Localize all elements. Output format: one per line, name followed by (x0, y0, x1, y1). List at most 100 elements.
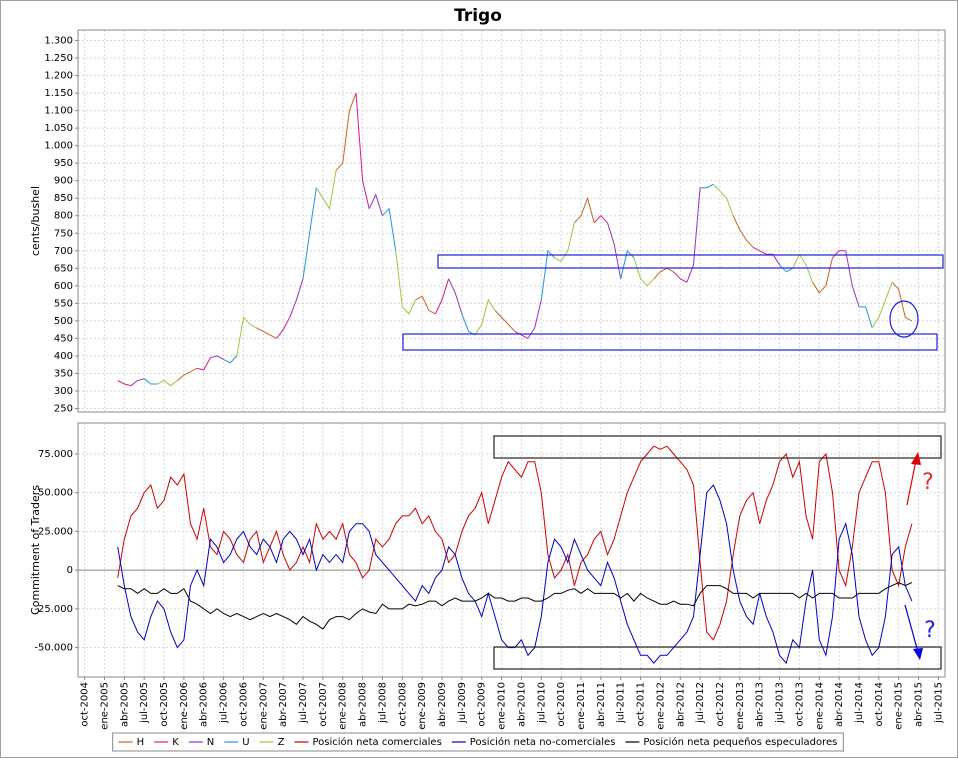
y-tick-label: 250 (54, 403, 73, 414)
x-tick-label: oct-2010 (556, 682, 567, 727)
y-axis-label: cents/bushel (29, 186, 42, 256)
arrow-head (911, 452, 921, 465)
x-tick-label: oct-2004 (80, 682, 91, 727)
x-tick-label: abr-2014 (834, 682, 845, 727)
x-tick-label: ene-2008 (338, 682, 349, 730)
legend-box (112, 732, 844, 752)
x-tick-label: oct-2006 (238, 682, 249, 727)
x-tick-label: ene-2005 (99, 682, 110, 730)
y-tick-label: 1.250 (44, 53, 73, 64)
x-tick-label: oct-2012 (715, 682, 726, 727)
x-tick-label: jul-2015 (933, 682, 944, 724)
x-tick-label: jul-2007 (298, 682, 309, 724)
x-tick-label: abr-2010 (516, 682, 527, 727)
x-tick-label: jul-2014 (854, 682, 865, 724)
x-tick-label: oct-2011 (636, 682, 647, 727)
x-tick-label: jul-2013 (775, 682, 786, 724)
y-tick-label: 600 (54, 281, 73, 292)
y-tick-label: 800 (54, 211, 73, 222)
highlight-box (493, 435, 942, 459)
series-line (157, 170, 893, 387)
y-tick-label: 900 (54, 176, 73, 187)
x-tick-label: ene-2009 (417, 682, 428, 730)
y-tick-label: 300 (54, 386, 73, 397)
y-axis-label: Commitment of Traders (29, 485, 42, 615)
legend-label: K (172, 737, 179, 748)
legend: H K N U Z Posición neta comerciales Posición n… (112, 732, 844, 752)
x-tick-label: abr-2009 (437, 682, 448, 727)
chart-title: Trigo (454, 6, 502, 26)
y-tick-label: 1.000 (44, 141, 73, 152)
legend-label: H (137, 737, 145, 748)
series-line (117, 445, 913, 641)
arrow (904, 604, 919, 653)
y-tick-label: 700 (54, 246, 73, 257)
y-tick-label: 25.000 (38, 526, 73, 537)
y-tick-label: 650 (54, 263, 73, 274)
x-tick-label: abr-2005 (119, 682, 130, 727)
x-tick-label: ene-2011 (576, 682, 587, 730)
x-tick-label: abr-2008 (358, 682, 369, 727)
x-tick-label: jul-2005 (139, 682, 150, 724)
x-tick-label: jul-2009 (457, 682, 468, 724)
y-tick-label: 950 (54, 158, 73, 169)
x-tick-label: jul-2011 (616, 682, 627, 724)
legend-label: Z (278, 737, 285, 748)
x-tick-label: ene-2007 (258, 682, 269, 730)
y-tick-label: 850 (54, 193, 73, 204)
arrow (906, 459, 917, 506)
y-tick-label: 50.000 (38, 488, 73, 499)
x-tick-label: abr-2012 (675, 682, 686, 727)
legend-label: Posición neta pequeños especuladores (643, 736, 837, 748)
x-tick-label: abr-2011 (596, 682, 607, 727)
x-tick-label: oct-2007 (318, 682, 329, 727)
legend-label: N (207, 737, 214, 748)
plot-layer: 250 300 350 400 450 500 550 600 650 700 750 800 850 9… (29, 29, 946, 752)
y-tick-label: 75.000 (38, 449, 73, 460)
y-tick-label: 1.200 (44, 71, 73, 82)
x-tick-label: oct-2013 (794, 682, 805, 727)
annotation-text: ? (922, 470, 934, 495)
plot-border (77, 29, 946, 413)
arrow-head (913, 648, 923, 660)
x-tick-label: ene-2012 (655, 682, 666, 730)
annotation-text: ? (924, 618, 936, 643)
y-tick-label: -50.000 (34, 643, 73, 654)
y-tick-label: 1.300 (44, 36, 73, 47)
highlight-circle (889, 300, 919, 338)
y-tick-label: 400 (54, 351, 73, 362)
x-tick-label: abr-2006 (199, 682, 210, 727)
series-line (130, 187, 860, 387)
series-line (176, 92, 913, 381)
y-tick-label: 350 (54, 368, 73, 379)
x-tick-label: jul-2010 (536, 682, 547, 724)
plot-area (77, 29, 946, 413)
x-tick-label: abr-2013 (755, 682, 766, 727)
y-tick-label: 1.100 (44, 106, 73, 117)
series-line (143, 183, 873, 385)
y-tick-label: 550 (54, 298, 73, 309)
y-tick-label: 0 (67, 565, 73, 576)
y-tick-label: 750 (54, 228, 73, 239)
series-line (117, 581, 913, 630)
y-tick-label: 1.050 (44, 123, 73, 134)
x-tick-label: jul-2006 (219, 682, 230, 724)
annotations: ? ? (402, 254, 944, 670)
y-tick-label: 1.150 (44, 88, 73, 99)
highlight-box (437, 254, 944, 269)
highlight-box (493, 646, 942, 670)
legend-label: Posición neta no-comerciales (470, 736, 616, 748)
x-tick-label: ene-2010 (497, 682, 508, 730)
x-tick-label: abr-2007 (278, 682, 289, 727)
legend-label: U (242, 737, 249, 748)
x-tick-label: jul-2012 (695, 682, 706, 724)
plot-border (77, 422, 946, 678)
x-tick-label: jul-2008 (377, 682, 388, 724)
x-tick-label: ene-2006 (179, 682, 190, 730)
y-tick-label: 500 (54, 316, 73, 327)
x-tick-label: oct-2008 (397, 682, 408, 727)
x-tick-label: ene-2015 (894, 682, 905, 730)
x-tick-label: oct-2014 (874, 682, 885, 727)
x-tick-label: abr-2015 (914, 682, 925, 727)
